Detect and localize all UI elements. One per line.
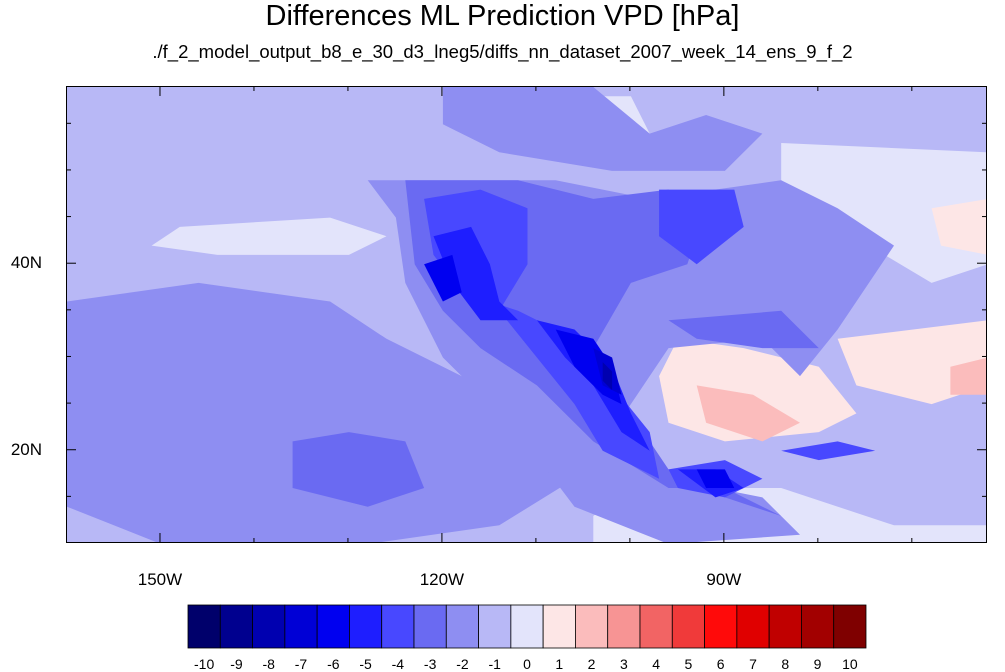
contour-region-17 bbox=[659, 189, 744, 265]
colorbar-swatch bbox=[445, 604, 479, 649]
colorbar-label: 1 bbox=[555, 656, 563, 672]
colorbar-label: 8 bbox=[781, 656, 789, 672]
contour-region-21 bbox=[536, 320, 650, 451]
x-tick-label: 90W bbox=[706, 570, 742, 589]
colorbar-swatch bbox=[413, 604, 447, 649]
colorbar-swatch bbox=[833, 604, 867, 649]
contour-region-7 bbox=[931, 199, 986, 255]
colorbar-swatch bbox=[704, 604, 738, 649]
contour-region-9 bbox=[950, 357, 986, 395]
colorbar-label: 4 bbox=[652, 656, 660, 672]
colorbar-label: -2 bbox=[456, 656, 469, 672]
colorbar-swatch bbox=[736, 604, 770, 649]
colorbar-swatch bbox=[316, 604, 350, 649]
contour-region-12 bbox=[442, 87, 763, 171]
map-plot-area bbox=[66, 86, 987, 543]
chart-title: Differences ML Prediction VPD [hPa] bbox=[265, 0, 740, 32]
colorbar-label: -6 bbox=[327, 656, 340, 672]
colorbar-swatch bbox=[510, 604, 544, 649]
contour-region-25 bbox=[696, 469, 735, 488]
colorbar-swatch bbox=[639, 604, 673, 649]
colorbar-label: -7 bbox=[295, 656, 308, 672]
contour-region-27 bbox=[602, 362, 613, 391]
y-tick-label: 20N bbox=[10, 439, 42, 459]
colorbar-swatch bbox=[671, 604, 705, 649]
colorbar-label: -10 bbox=[194, 656, 214, 672]
colorbar-swatch bbox=[349, 604, 383, 649]
colorbar-swatch bbox=[219, 604, 253, 649]
contour-region-14 bbox=[668, 310, 819, 349]
contour-region-10 bbox=[67, 282, 575, 542]
contour-region-24 bbox=[424, 254, 462, 302]
contour-region-6 bbox=[837, 320, 986, 405]
colorbar-label: -4 bbox=[392, 656, 405, 672]
x-tick-label: 150W bbox=[137, 570, 183, 589]
colorbar-label: 7 bbox=[749, 656, 757, 672]
colorbar-swatch bbox=[478, 604, 512, 649]
contour-region-2 bbox=[151, 217, 387, 255]
colorbar-label: 5 bbox=[685, 656, 693, 672]
colorbar-swatch bbox=[187, 604, 221, 649]
colorbar-swatch bbox=[801, 604, 835, 649]
colorbar-label: -9 bbox=[230, 656, 243, 672]
colorbar-label: -8 bbox=[262, 656, 275, 672]
colorbar-swatch bbox=[575, 604, 609, 649]
colorbar-swatch bbox=[768, 604, 802, 649]
colorbar-label: -3 bbox=[424, 656, 437, 672]
colorbar-label: 2 bbox=[588, 656, 596, 672]
y-tick-label: 40N bbox=[10, 253, 42, 273]
map-canvas bbox=[67, 87, 986, 542]
colorbar-swatch bbox=[542, 604, 576, 649]
chart-subtitle: ./f_2_model_output_b8_e_30_d3_lneg5/diff… bbox=[152, 41, 853, 62]
contour-region-3 bbox=[781, 143, 986, 283]
x-tick-label: 120W bbox=[419, 570, 465, 589]
colorbar-swatch bbox=[252, 604, 286, 649]
colorbar-label: 0 bbox=[523, 656, 531, 672]
colorbar-label: 9 bbox=[814, 656, 822, 672]
contour-region-8 bbox=[696, 385, 800, 442]
contour-region-15 bbox=[292, 432, 425, 507]
colorbar-label: -5 bbox=[359, 656, 372, 672]
colorbar-label: 6 bbox=[717, 656, 725, 672]
colorbar-label: -1 bbox=[488, 656, 501, 672]
colorbar-label: 10 bbox=[842, 656, 858, 672]
contour-region-20 bbox=[433, 226, 519, 321]
colorbar-swatch bbox=[284, 604, 318, 649]
colorbar-swatch bbox=[607, 604, 641, 649]
colorbar-swatch bbox=[381, 604, 415, 649]
colorbar-label: 3 bbox=[620, 656, 628, 672]
contour-region-19 bbox=[781, 441, 876, 461]
